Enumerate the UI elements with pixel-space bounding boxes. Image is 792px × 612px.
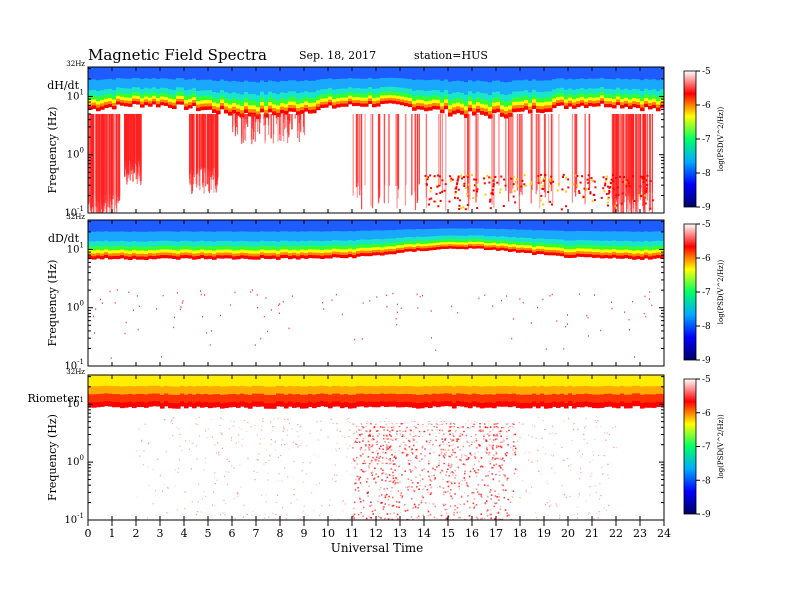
x-tick-label: 13 (393, 527, 407, 540)
colorbar-2: -5 -6 -7 -8 -9 log(PSD(V^2/Hz)) (683, 375, 725, 520)
x-tick-label: 10 (321, 527, 335, 540)
x-tick-label: 20 (561, 527, 575, 540)
x-tick-label: 5 (205, 527, 212, 540)
colorbar-tick-label: -8 (702, 169, 711, 179)
x-tick-label: 22 (609, 527, 623, 540)
x-tick-label: 6 (229, 527, 236, 540)
colorbar-tick-label: -7 (702, 135, 711, 145)
x-axis-label: Universal Time (331, 541, 424, 555)
colorbar-tick-label: -5 (702, 375, 711, 385)
colorbar-label: log(PSD(V^2/Hz)) (717, 414, 725, 479)
colorbar-tick-label: -5 (702, 67, 711, 77)
y-tick-label: 101 (67, 88, 84, 102)
y-tick-label: 100 (67, 454, 84, 468)
colorbar-tick-label: -6 (702, 409, 711, 419)
x-tick-label: 18 (513, 527, 527, 540)
x-tick-label: 24 (657, 527, 671, 540)
figure-title: Magnetic Field Spectra (88, 46, 267, 64)
panel-name: dH/dt (47, 79, 79, 92)
x-tick-label: 14 (417, 527, 431, 540)
y-axis-label: Frequency (Hz) (46, 414, 59, 501)
panel-name: dD/dt (48, 232, 80, 245)
colorbar-label: log(PSD(V^2/Hz)) (717, 106, 725, 171)
colorbar-tick-label: -9 (702, 203, 711, 213)
y-tick-label: 10-1 (64, 205, 84, 219)
x-tick-label: 3 (157, 527, 164, 540)
x-tick-label: 1 (109, 527, 116, 540)
colorbar-label: log(PSD(V^2/Hz)) (717, 259, 725, 324)
colorbar-tick-label: -8 (702, 322, 711, 332)
spectrogram-2 (88, 375, 664, 520)
panel-name: Riometer (27, 392, 79, 405)
colorbar-tick-label: -7 (702, 288, 711, 298)
x-tick-label: 2 (133, 527, 140, 540)
x-tick-label: 23 (633, 527, 647, 540)
colorbar-tick-label: -6 (702, 101, 711, 111)
x-tick-label: 12 (369, 527, 383, 540)
spectrogram-0 (88, 67, 664, 213)
x-tick-label: 21 (585, 527, 599, 540)
colorbar-1: -5 -6 -7 -8 -9 log(PSD(V^2/Hz)) (683, 220, 725, 366)
x-tick-label: 17 (489, 527, 503, 540)
y-tick-label: 101 (67, 396, 84, 410)
top-frequency-label: 32Hz (66, 368, 85, 376)
x-tick-label: 9 (301, 527, 308, 540)
figure-station: station=HUS (414, 49, 488, 62)
figure-date: Sep. 18, 2017 (299, 49, 376, 62)
y-tick-label: 10-1 (64, 512, 84, 526)
y-tick-label: 10-1 (64, 358, 84, 372)
x-tick-label: 8 (277, 527, 284, 540)
colorbar-tick-label: -8 (702, 476, 711, 486)
colorbar-tick-label: -5 (702, 220, 711, 230)
panel-2: 101 100 10-1 32Hz Riometer Frequency (Hz) -5 -6… (27, 368, 725, 526)
colorbar-0: -5 -6 -7 -8 -9 log(PSD(V^2/Hz)) (683, 67, 725, 213)
y-tick-label: 101 (67, 241, 84, 255)
y-axis-label: Frequency (Hz) (46, 107, 59, 194)
spectrogram-1 (88, 220, 664, 366)
y-tick-label: 100 (67, 147, 84, 161)
x-tick-label: 16 (465, 527, 479, 540)
x-tick-label: 11 (345, 527, 359, 540)
y-axis-label: Frequency (Hz) (46, 260, 59, 347)
x-tick-label: 0 (85, 527, 92, 540)
colorbar-tick-label: -9 (702, 510, 711, 520)
colorbar-tick-label: -9 (702, 356, 711, 366)
x-tick-label: 15 (441, 527, 455, 540)
colorbar-tick-label: -7 (702, 443, 711, 453)
x-tick-label: 4 (181, 527, 188, 540)
x-tick-label: 7 (253, 527, 260, 540)
x-axis: 0 1 2 3 4 5 6 7 8 9 10 11 12 13 14 15 16 17 18 19 20 21 22 23 24 (85, 520, 671, 540)
top-frequency-label: 32Hz (66, 213, 85, 221)
y-tick-label: 100 (67, 300, 84, 314)
top-frequency-label: 32Hz (66, 60, 85, 68)
colorbar-tick-label: -6 (702, 254, 711, 264)
x-tick-label: 19 (537, 527, 551, 540)
